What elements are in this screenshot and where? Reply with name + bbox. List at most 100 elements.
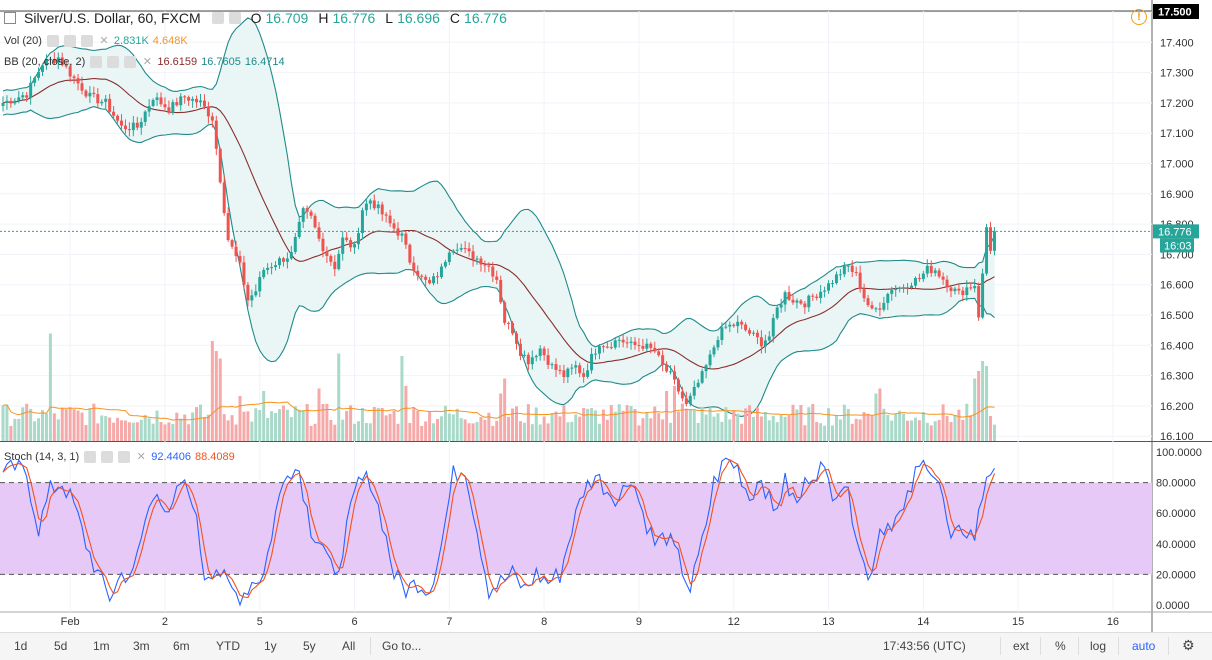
volume-bar xyxy=(479,417,483,441)
collapse-icon[interactable] xyxy=(4,12,16,24)
candle-body xyxy=(803,303,807,308)
stoch-legend: Stoch (14, 3, 1) ✕ 92.4406 88.4089 xyxy=(4,451,235,463)
volume-bar xyxy=(590,408,594,441)
volume-bar xyxy=(400,356,404,441)
candle-body xyxy=(210,116,214,121)
volume-bar xyxy=(740,423,744,441)
candle-body xyxy=(56,57,60,63)
low-label: L xyxy=(385,10,394,26)
candle-body xyxy=(724,326,728,328)
volume-bar xyxy=(953,415,957,441)
candle-body xyxy=(712,347,716,355)
symbol-name[interactable]: Silver/U.S. Dollar, 60, FXCM xyxy=(24,10,201,26)
bb-basis-value: 16.6159 xyxy=(157,56,198,68)
candle-body xyxy=(100,101,104,104)
range-5y-button[interactable]: 5y xyxy=(303,639,316,653)
volume-ma-line xyxy=(2,401,995,421)
candle-body xyxy=(515,333,518,344)
volume-bar xyxy=(661,419,665,441)
clock-time[interactable]: 17:43:56 (UTC) xyxy=(883,639,966,653)
volume-bar xyxy=(108,417,112,441)
volume-bar xyxy=(278,409,281,441)
range-5d-button[interactable]: 5d xyxy=(54,639,68,653)
candle-body xyxy=(858,272,862,290)
candle-body xyxy=(779,304,783,308)
volume-bar xyxy=(653,406,657,441)
log-toggle[interactable]: log xyxy=(1090,639,1107,653)
volume-bar xyxy=(199,404,202,441)
candle-body xyxy=(657,351,661,356)
stoch-tick-label: 100.0000 xyxy=(1156,447,1202,459)
volume-bar xyxy=(783,416,787,441)
candle-body xyxy=(368,200,372,204)
auto-toggle[interactable]: auto xyxy=(1132,639,1156,653)
more-icon[interactable] xyxy=(124,56,137,68)
candle-body xyxy=(767,336,771,341)
candle-body xyxy=(969,287,973,289)
volume-bar xyxy=(325,403,329,441)
bb-label[interactable]: BB (20, close, 2) xyxy=(4,56,86,68)
candle-body xyxy=(850,265,854,273)
volume-bar xyxy=(515,406,518,441)
volume-bar xyxy=(143,415,147,441)
range-6m-button[interactable]: 6m xyxy=(173,639,190,653)
range-all-button[interactable]: All xyxy=(342,639,356,653)
candle-body xyxy=(92,92,96,95)
range-3m-button[interactable]: 3m xyxy=(133,639,150,653)
eye-icon[interactable] xyxy=(46,35,59,47)
volume-bar xyxy=(827,408,831,441)
candle-body xyxy=(834,274,838,284)
bb-upper-line xyxy=(2,17,995,348)
gear-icon[interactable]: ⚙ xyxy=(1182,637,1195,653)
volume-bar xyxy=(696,422,700,441)
high-label: H xyxy=(318,10,329,26)
candle-body xyxy=(878,308,882,310)
volume-bar xyxy=(175,412,179,441)
percent-toggle[interactable]: % xyxy=(1055,639,1066,653)
remove-icon[interactable]: ✕ xyxy=(136,451,146,463)
candle-body xyxy=(384,214,388,216)
volume-bar xyxy=(167,422,171,441)
stoch-label[interactable]: Stoch (14, 3, 1) xyxy=(4,451,80,463)
volume-bar xyxy=(526,404,530,441)
volume-bar xyxy=(649,418,653,441)
candle-body xyxy=(333,261,337,270)
candle-body xyxy=(17,97,21,101)
candle-body xyxy=(1,102,5,107)
range-1d-button[interactable]: 1d xyxy=(14,639,28,653)
volume-bar xyxy=(447,413,451,441)
candle-body xyxy=(906,287,910,289)
settings-icon[interactable] xyxy=(63,35,76,47)
volume-bar xyxy=(629,406,633,441)
volume-label[interactable]: Vol (20) xyxy=(4,35,42,47)
separator xyxy=(1168,637,1169,655)
remove-icon[interactable]: ✕ xyxy=(142,56,152,68)
eye-icon[interactable] xyxy=(211,12,224,24)
volume-bar xyxy=(52,413,56,441)
ext-toggle[interactable]: ext xyxy=(1013,639,1030,653)
range-ytd-button[interactable]: YTD xyxy=(216,639,240,653)
volume-bar xyxy=(728,419,732,441)
eye-icon[interactable] xyxy=(84,451,97,463)
range-1m-button[interactable]: 1m xyxy=(93,639,110,653)
more-icon[interactable] xyxy=(80,35,93,47)
price-tick-label: 17.400 xyxy=(1160,37,1194,49)
volume-bar xyxy=(795,409,799,441)
volume-bar xyxy=(902,413,906,441)
more-icon[interactable] xyxy=(118,451,131,463)
range-1y-button[interactable]: 1y xyxy=(264,639,277,653)
settings-icon[interactable] xyxy=(101,451,114,463)
volume-bar xyxy=(321,404,325,441)
candle-body xyxy=(755,332,759,338)
candle-body xyxy=(281,258,285,262)
settings-icon[interactable] xyxy=(107,56,120,68)
eye-icon[interactable] xyxy=(90,56,103,68)
settings-icon[interactable] xyxy=(228,12,241,24)
candle-body xyxy=(171,102,175,113)
price-chart[interactable]: 17.40017.30017.20017.10017.00016.90016.8… xyxy=(0,0,1212,632)
alert-icon[interactable]: ! xyxy=(1131,9,1147,25)
stoch-k-value: 92.4406 xyxy=(151,451,191,463)
goto-button[interactable]: Go to... xyxy=(382,639,422,653)
remove-icon[interactable]: ✕ xyxy=(99,35,109,47)
candle-body xyxy=(325,251,329,257)
